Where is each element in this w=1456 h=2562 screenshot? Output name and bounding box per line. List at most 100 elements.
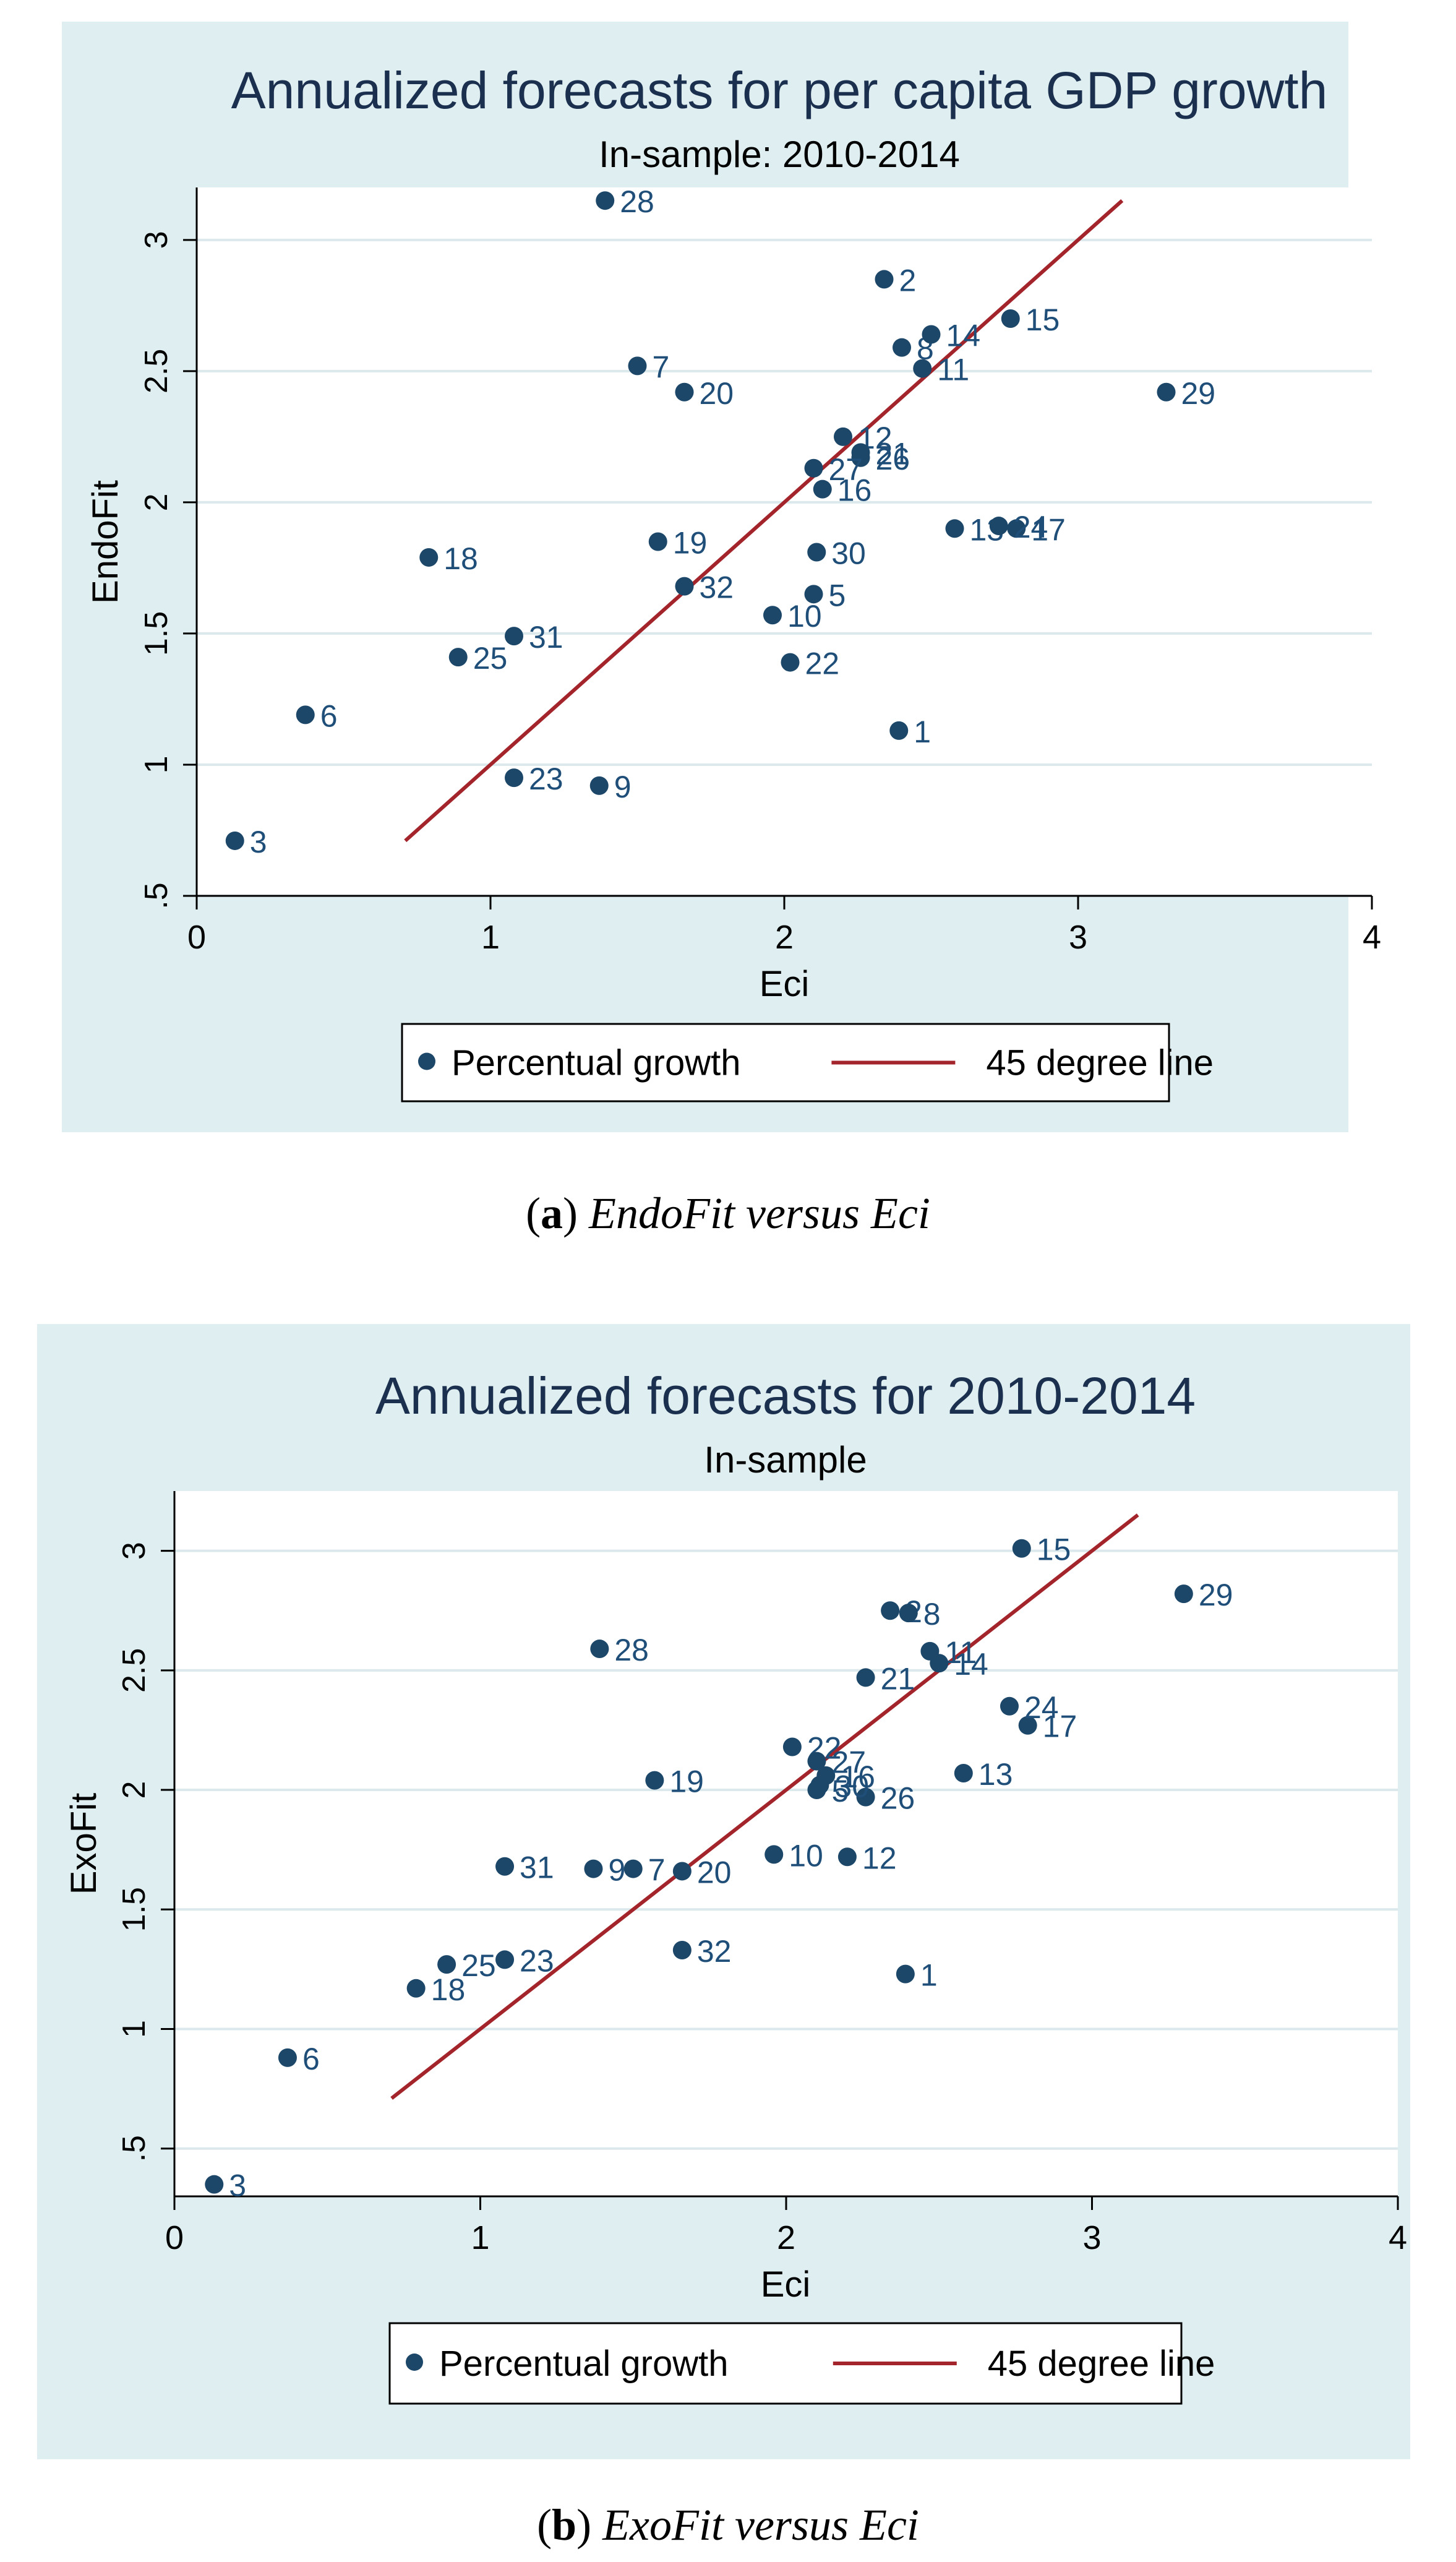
y-tick-label: 1.5 bbox=[139, 611, 174, 656]
point-label-31: 31 bbox=[529, 620, 563, 655]
point-19 bbox=[645, 1771, 664, 1790]
point-14 bbox=[930, 1654, 949, 1673]
point-21 bbox=[856, 1668, 875, 1687]
point-18 bbox=[406, 1979, 426, 1998]
point-label-1: 1 bbox=[920, 1958, 938, 1993]
y-tick-label: 2 bbox=[116, 1781, 152, 1799]
point-label-29: 29 bbox=[1181, 376, 1216, 411]
point-label-16: 16 bbox=[837, 473, 872, 508]
point-7 bbox=[628, 356, 647, 376]
x-axis-label: Eci bbox=[760, 964, 810, 1004]
point-label-23: 23 bbox=[529, 762, 563, 796]
y-tick-label: 1 bbox=[116, 2020, 152, 2038]
point-25 bbox=[448, 648, 468, 667]
point-label-9: 9 bbox=[608, 1853, 625, 1888]
point-label-10: 10 bbox=[787, 599, 822, 634]
point-label-3: 3 bbox=[229, 2169, 246, 2203]
legend: Percentual growth 45 degree line bbox=[401, 1023, 1214, 1103]
point-label-8: 8 bbox=[923, 1597, 941, 1631]
x-tick-label: 0 bbox=[187, 919, 206, 956]
chart-title: Annualized forecasts for per capita GDP … bbox=[231, 61, 1328, 119]
line-45-degree bbox=[390, 1513, 1139, 2100]
point-31 bbox=[505, 627, 523, 646]
point-12 bbox=[834, 427, 852, 446]
x-tick-label: 3 bbox=[1082, 2219, 1101, 2256]
point-23 bbox=[495, 1950, 515, 1969]
point-label-19: 19 bbox=[673, 526, 708, 561]
legend: Percentual growth 45 degree line bbox=[388, 2322, 1215, 2405]
point-8 bbox=[899, 1604, 918, 1623]
point-24 bbox=[1000, 1696, 1019, 1716]
point-3 bbox=[225, 831, 244, 850]
plot-area bbox=[197, 187, 1372, 896]
point-20 bbox=[675, 382, 694, 402]
point-label-28: 28 bbox=[620, 184, 654, 219]
point-28 bbox=[596, 191, 615, 210]
point-label-32: 32 bbox=[697, 1934, 732, 1969]
chart-subtitle: In-sample bbox=[704, 1439, 867, 1481]
point-label-6: 6 bbox=[320, 699, 338, 733]
point-label-14: 14 bbox=[946, 318, 981, 353]
point-label-25: 25 bbox=[473, 641, 508, 676]
caption-a: (a) EndoFit versus Eci bbox=[526, 1189, 930, 1238]
point-label-21: 21 bbox=[876, 436, 910, 471]
point-label-16: 16 bbox=[841, 1760, 875, 1794]
y-tick-label: .5 bbox=[116, 2135, 152, 2162]
point-label-15: 15 bbox=[1026, 303, 1060, 337]
point-label-13: 13 bbox=[979, 1757, 1013, 1792]
point-label-1: 1 bbox=[914, 715, 931, 749]
point-20 bbox=[672, 1862, 692, 1881]
point-label-7: 7 bbox=[653, 350, 670, 384]
point-12 bbox=[837, 1847, 857, 1867]
point-18 bbox=[419, 548, 439, 567]
point-label-27: 27 bbox=[829, 452, 863, 487]
point-26 bbox=[856, 1787, 875, 1807]
point-label-20: 20 bbox=[697, 1855, 732, 1889]
point-2 bbox=[875, 270, 894, 289]
point-label-18: 18 bbox=[431, 1972, 466, 2007]
point-label-30: 30 bbox=[831, 536, 866, 570]
point-label-29: 29 bbox=[1199, 1578, 1233, 1612]
point-label-12: 12 bbox=[862, 1841, 897, 1875]
point-label-5: 5 bbox=[831, 1774, 849, 1808]
legend-label-points: Percentual growth bbox=[452, 1043, 740, 1083]
point-label-10: 10 bbox=[789, 1838, 823, 1873]
x-tick-label: 2 bbox=[775, 919, 794, 956]
point-6 bbox=[278, 2048, 297, 2067]
legend-box bbox=[388, 2322, 1183, 2405]
point-8 bbox=[893, 338, 911, 357]
point-label-26: 26 bbox=[876, 442, 910, 476]
point-10 bbox=[763, 606, 782, 625]
point-17 bbox=[1007, 519, 1026, 538]
caption-b-letter: b bbox=[552, 2500, 577, 2550]
chart-subtitle: In-sample: 2010-2014 bbox=[599, 134, 960, 175]
point-2 bbox=[881, 1601, 900, 1620]
point-27 bbox=[807, 1752, 826, 1771]
point-25 bbox=[437, 1955, 456, 1974]
point-7 bbox=[623, 1859, 643, 1878]
point-label-32: 32 bbox=[700, 570, 734, 605]
legend-label-line: 45 degree line bbox=[988, 2344, 1215, 2384]
point-label-26: 26 bbox=[881, 1781, 915, 1816]
y-axis-label: EndoFit bbox=[85, 480, 126, 604]
point-label-17: 17 bbox=[1031, 512, 1066, 547]
line-45-degree bbox=[404, 199, 1124, 843]
legend-box bbox=[401, 1023, 1170, 1103]
point-29 bbox=[1157, 382, 1176, 402]
point-23 bbox=[505, 768, 523, 788]
point-32 bbox=[675, 577, 694, 596]
point-label-27: 27 bbox=[831, 1745, 866, 1780]
caption-a-letter: a bbox=[541, 1189, 563, 1238]
y-tick-label: 2.5 bbox=[116, 1648, 152, 1693]
point-label-6: 6 bbox=[302, 2042, 320, 2076]
point-label-22: 22 bbox=[805, 647, 840, 681]
point-24 bbox=[989, 517, 1008, 536]
point-3 bbox=[205, 2175, 224, 2194]
point-17 bbox=[1018, 1716, 1037, 1735]
point-26 bbox=[851, 448, 870, 467]
x-tick-label: 4 bbox=[1363, 919, 1381, 956]
legend-label-line: 45 degree line bbox=[986, 1043, 1214, 1083]
point-6 bbox=[296, 705, 315, 724]
point-label-5: 5 bbox=[829, 578, 846, 613]
